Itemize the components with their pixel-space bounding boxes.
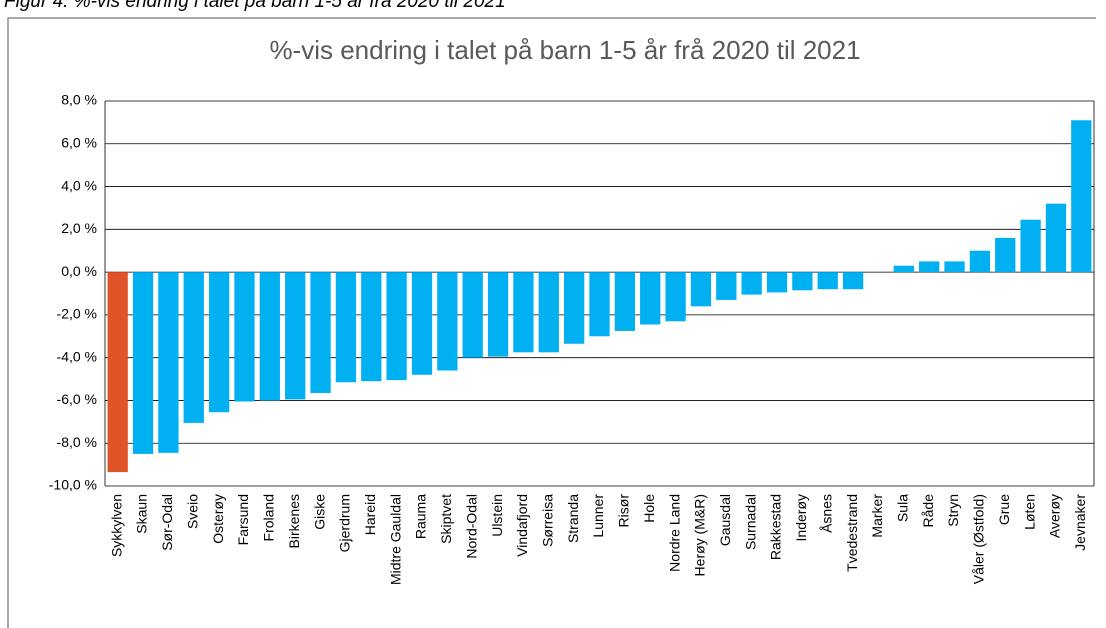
y-tick-label: 2,0 % — [61, 220, 97, 236]
y-tick-label: -6,0 % — [57, 391, 97, 407]
x-tick-label: Risør — [616, 494, 632, 528]
figure-caption: Figur 4: %-vis endring i talet på barn 1… — [4, 0, 506, 12]
x-tick-label: Våler (Østfold) — [971, 494, 987, 584]
x-tick-label: Sula — [895, 494, 911, 522]
y-tick-label: -4,0 % — [57, 348, 97, 364]
bar — [335, 272, 357, 383]
x-tick-label: Rakkestad — [768, 494, 784, 560]
bar — [1071, 120, 1092, 273]
x-tick-label: Nordre Land — [666, 494, 682, 572]
y-tick-label: 0,0 % — [61, 263, 97, 279]
bar — [487, 272, 509, 357]
bar — [259, 272, 280, 401]
x-tick-label: Surnadal — [742, 494, 758, 550]
x-tick-label: Sør-Odal — [159, 494, 175, 551]
bar — [437, 272, 458, 371]
x-tick-label: Osterøy — [210, 494, 226, 544]
bar — [919, 261, 940, 273]
x-tick-label: Sørreisa — [539, 494, 555, 547]
x-tick-label: Gjerdrum — [337, 494, 353, 552]
bar — [893, 265, 914, 273]
x-tick-label: Froland — [261, 494, 277, 541]
bar — [386, 272, 407, 381]
bar — [1020, 219, 1041, 273]
bar — [158, 272, 179, 453]
bar — [1045, 203, 1067, 273]
bar — [690, 272, 712, 307]
x-tick-label: Hole — [641, 494, 657, 523]
bar — [640, 272, 661, 325]
x-tick-label: Birkenes — [286, 494, 302, 548]
x-tick-label: Jevnaker — [1072, 494, 1088, 551]
bar — [411, 272, 433, 375]
x-tick-label: Stranda — [565, 494, 581, 543]
bar — [462, 272, 483, 358]
x-tick-label: Vindafjord — [514, 494, 530, 557]
bar — [842, 272, 864, 290]
x-tick-label: Grue — [996, 494, 1012, 525]
bar — [513, 272, 534, 353]
bar — [234, 272, 255, 402]
x-tick-label: Rauma — [413, 494, 429, 539]
bar — [969, 250, 991, 273]
x-tick-label: Stryn — [945, 494, 961, 527]
bar — [995, 237, 1016, 273]
bar — [107, 272, 128, 473]
x-tick-label: Lunner — [590, 494, 606, 538]
bar — [716, 272, 737, 300]
x-tick-label: Herøy (M&R) — [692, 494, 708, 576]
x-tick-label: Skaun — [134, 494, 150, 534]
y-tick-label: -8,0 % — [57, 434, 97, 450]
bar — [132, 272, 154, 454]
bar — [361, 272, 382, 382]
x-tick-label: Giske — [311, 494, 327, 530]
x-tick-label: Tvedestrand — [844, 494, 860, 572]
bar — [589, 272, 610, 337]
bar — [766, 272, 788, 293]
x-tick-label: Sveio — [184, 494, 200, 529]
x-tick-label: Gausdal — [717, 494, 733, 546]
y-tick-label: 6,0 % — [61, 134, 97, 150]
x-tick-label: Ulstein — [489, 494, 505, 537]
bar — [563, 272, 585, 344]
x-tick-label: Løten — [1021, 494, 1037, 530]
bar — [665, 272, 686, 322]
x-tick-label: Inderøy — [793, 494, 809, 541]
chart-title: %-vis endring i talet på barn 1-5 år frå… — [269, 35, 860, 65]
bar — [944, 261, 965, 273]
x-tick-label: Åsnes — [818, 494, 834, 533]
x-tick-label: Nord-Odal — [463, 494, 479, 559]
y-tick-label: -2,0 % — [57, 306, 97, 322]
x-tick-label: Averøy — [1047, 494, 1063, 538]
bar — [310, 272, 331, 393]
bar — [817, 272, 838, 290]
bar — [741, 272, 762, 295]
bar — [614, 272, 636, 331]
x-tick-label: Råde — [920, 494, 936, 528]
bar — [792, 272, 813, 291]
bar — [538, 272, 559, 353]
bar — [285, 272, 306, 400]
y-tick-label: 4,0 % — [61, 177, 97, 193]
frame — [7, 17, 1096, 628]
x-tick-label: Hareid — [362, 494, 378, 535]
bar — [183, 272, 204, 423]
x-tick-label: Farsund — [235, 494, 251, 545]
x-tick-label: Marker — [869, 494, 885, 538]
bar — [208, 272, 230, 413]
x-tick-label: Sykkylven — [108, 494, 124, 557]
y-tick-label: -10,0 % — [49, 477, 97, 493]
x-tick-label: Midtre Gauldal — [387, 494, 403, 585]
x-tick-label: Skiptvet — [438, 494, 454, 544]
y-tick-label: 8,0 % — [61, 92, 97, 108]
